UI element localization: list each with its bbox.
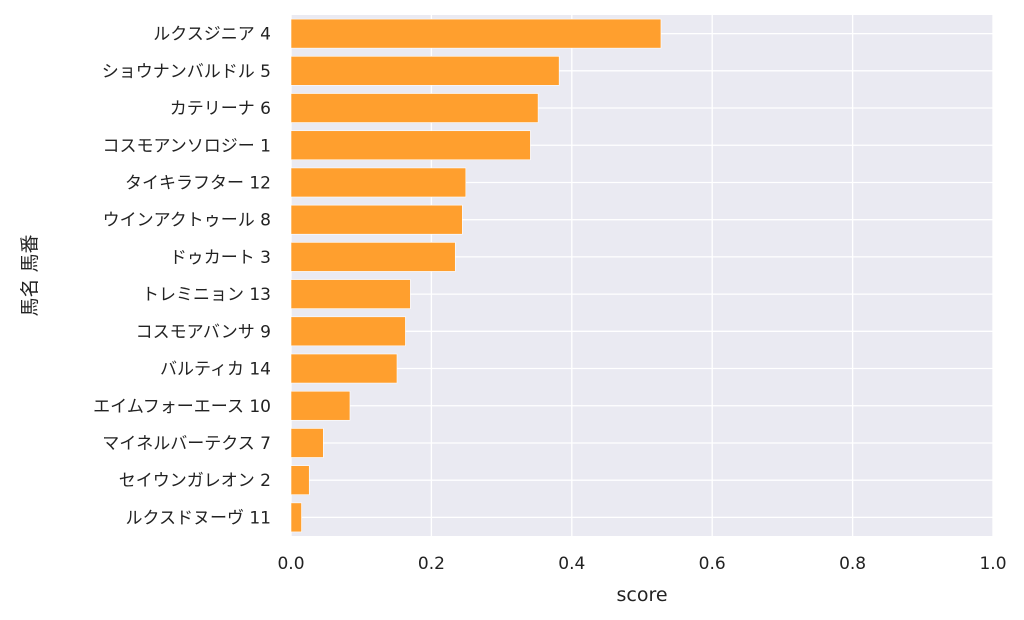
- bar: [290, 428, 324, 458]
- bar: [290, 316, 406, 347]
- y-tick-label: ドゥカート 3: [170, 248, 271, 268]
- bar: [290, 502, 302, 533]
- bar: [290, 18, 662, 49]
- bar: [290, 93, 539, 123]
- y-tick-label: ルクスジニア 4: [153, 25, 271, 45]
- y-tick-label: コスモアンソロジー 1: [102, 136, 271, 156]
- y-tick-label: ウインアクトゥール 8: [103, 211, 271, 231]
- x-tick-label: 0.6: [699, 554, 726, 574]
- y-tick-label: ルクスドヌーヴ 11: [125, 508, 271, 528]
- bar: [290, 204, 463, 235]
- bar: [290, 130, 531, 161]
- y-tick-label: コスモアバンサ 9: [136, 322, 271, 342]
- x-tick-labels: 0.0 0.2 0.4 0.6 0.8 1.0: [277, 554, 1006, 574]
- plot-area: [291, 15, 993, 536]
- x-axis-label: score: [616, 584, 667, 606]
- x-tick-label: 0.2: [418, 554, 445, 574]
- bar: [290, 465, 310, 495]
- x-tick-label: 0.4: [558, 554, 585, 574]
- bar: [290, 353, 398, 384]
- x-tick-label: 0.8: [839, 554, 866, 574]
- y-tick-label: マイネルバーテクス 7: [102, 434, 271, 454]
- x-tick-label: 1.0: [979, 554, 1006, 574]
- y-tick-label: カテリーナ 6: [170, 99, 271, 119]
- bar: [290, 390, 351, 421]
- y-tick-label: タイキラフター 12: [125, 173, 271, 193]
- y-tick-labels: ルクスジニア 4 ショウナンバルドル 5 カテリーナ 6 コスモアンソロジー 1 タイキ…: [93, 25, 271, 529]
- bar: [290, 167, 467, 198]
- y-tick-label: バルティカ 14: [160, 360, 271, 380]
- x-tick-label: 0.0: [277, 554, 304, 574]
- y-axis-label: 馬名 馬番: [19, 234, 41, 316]
- y-tick-label: エイムフォーエース 10: [93, 397, 271, 417]
- bar: [290, 279, 411, 309]
- bars: [290, 18, 662, 533]
- y-tick-label: トレミニョン 13: [142, 285, 271, 305]
- y-tick-label: セイウンガレオン 2: [119, 471, 271, 491]
- y-tick-label: ショウナンバルドル 5: [102, 62, 271, 82]
- bar: [290, 56, 560, 86]
- bar: [290, 242, 456, 272]
